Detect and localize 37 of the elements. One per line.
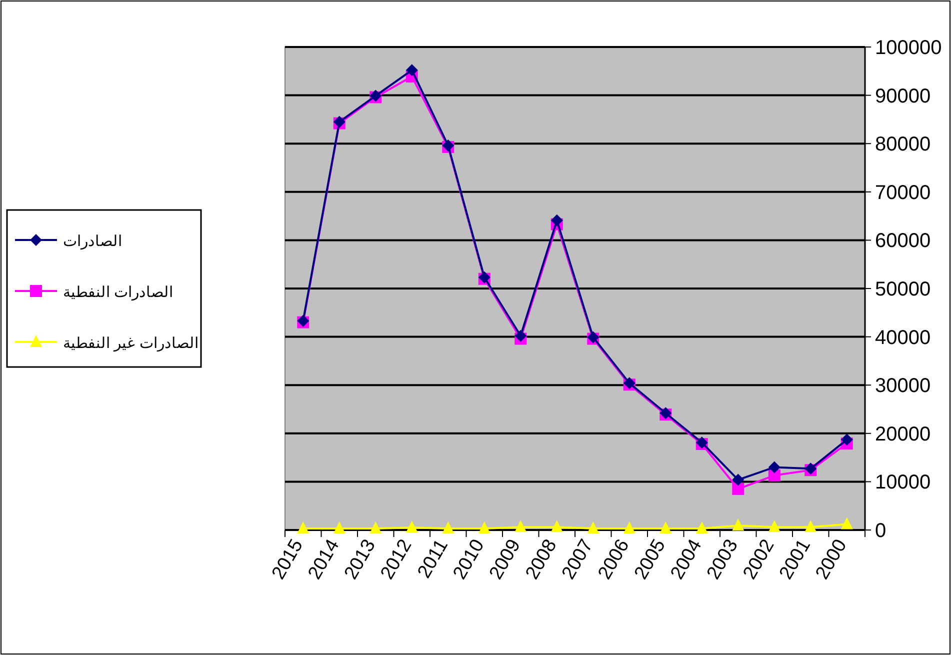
point (514, 520, 527, 532)
y-tick-label: 60000 (875, 230, 931, 252)
y-tick-label: 100000 (875, 37, 942, 59)
point (550, 520, 563, 532)
point (732, 474, 744, 486)
point (442, 522, 454, 534)
y-tick-label: 90000 (875, 85, 931, 108)
legend-label: الصادرات (63, 233, 122, 250)
point (370, 522, 382, 534)
point (587, 522, 600, 534)
point (732, 482, 744, 495)
y-tick-label: 80000 (875, 134, 931, 156)
legend-label: الصادرات النفطية (63, 284, 174, 301)
point (840, 517, 853, 530)
point (840, 434, 853, 446)
y-tick-label: 20000 (875, 423, 931, 446)
point (768, 461, 780, 474)
point (478, 522, 490, 534)
point (406, 520, 418, 533)
y-tick-label: 40000 (875, 326, 931, 349)
point (732, 518, 744, 531)
y-tick-label: 0 (875, 520, 886, 542)
point (406, 64, 418, 76)
legend-label: الصادرات غير النفطية (63, 335, 198, 352)
point (804, 520, 817, 532)
point (333, 522, 346, 534)
point (297, 522, 310, 534)
point (514, 330, 527, 342)
point (550, 214, 563, 226)
point (623, 522, 636, 534)
y-tick-label: 10000 (875, 472, 931, 494)
point (696, 522, 708, 534)
y-tick-label: 50000 (875, 278, 931, 300)
point (660, 522, 672, 534)
point (768, 520, 780, 532)
y-tick-label: 30000 (875, 375, 931, 398)
y-tick-label: 70000 (875, 182, 931, 204)
